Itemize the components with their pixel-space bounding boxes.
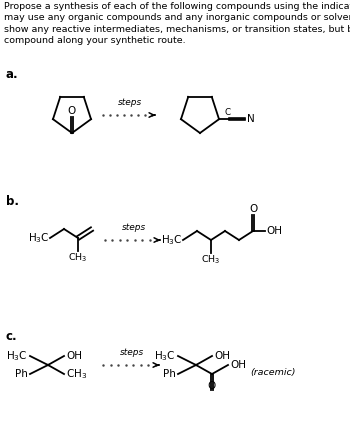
Text: CH$_3$: CH$_3$ [68, 252, 88, 265]
Text: steps: steps [122, 223, 146, 232]
Text: a.: a. [6, 68, 19, 81]
Text: OH: OH [230, 360, 246, 370]
Text: O: O [249, 204, 257, 214]
Text: CH$_3$: CH$_3$ [201, 254, 221, 266]
Text: OH: OH [66, 351, 82, 361]
Text: Ph: Ph [163, 369, 176, 379]
Text: may use any organic compounds and any inorganic compounds or solvents of your ch: may use any organic compounds and any in… [4, 14, 350, 23]
Text: H$_3$C: H$_3$C [154, 349, 176, 363]
Text: N: N [247, 114, 255, 124]
Text: O: O [68, 106, 76, 116]
Text: c.: c. [6, 330, 18, 343]
Text: (racemic): (racemic) [250, 368, 295, 377]
Text: CH$_3$: CH$_3$ [66, 367, 87, 381]
Text: OH: OH [214, 351, 230, 361]
Text: steps: steps [118, 98, 143, 107]
Text: H$_3$C: H$_3$C [161, 233, 183, 247]
Text: Propose a synthesis of each of the following compounds using the indicated start: Propose a synthesis of each of the follo… [4, 2, 350, 11]
Text: b.: b. [6, 195, 19, 208]
Text: H$_3$C: H$_3$C [28, 231, 50, 245]
Text: compound along your synthetic route.: compound along your synthetic route. [4, 37, 186, 45]
Text: show any reactive intermediates, mechanisms, or transition states, but be sure t: show any reactive intermediates, mechani… [4, 25, 350, 34]
Text: steps: steps [120, 348, 145, 357]
Text: H$_3$C: H$_3$C [6, 349, 28, 363]
Text: C: C [225, 108, 231, 117]
Text: Ph: Ph [15, 369, 28, 379]
Text: O: O [208, 381, 216, 391]
Text: OH: OH [266, 226, 282, 236]
